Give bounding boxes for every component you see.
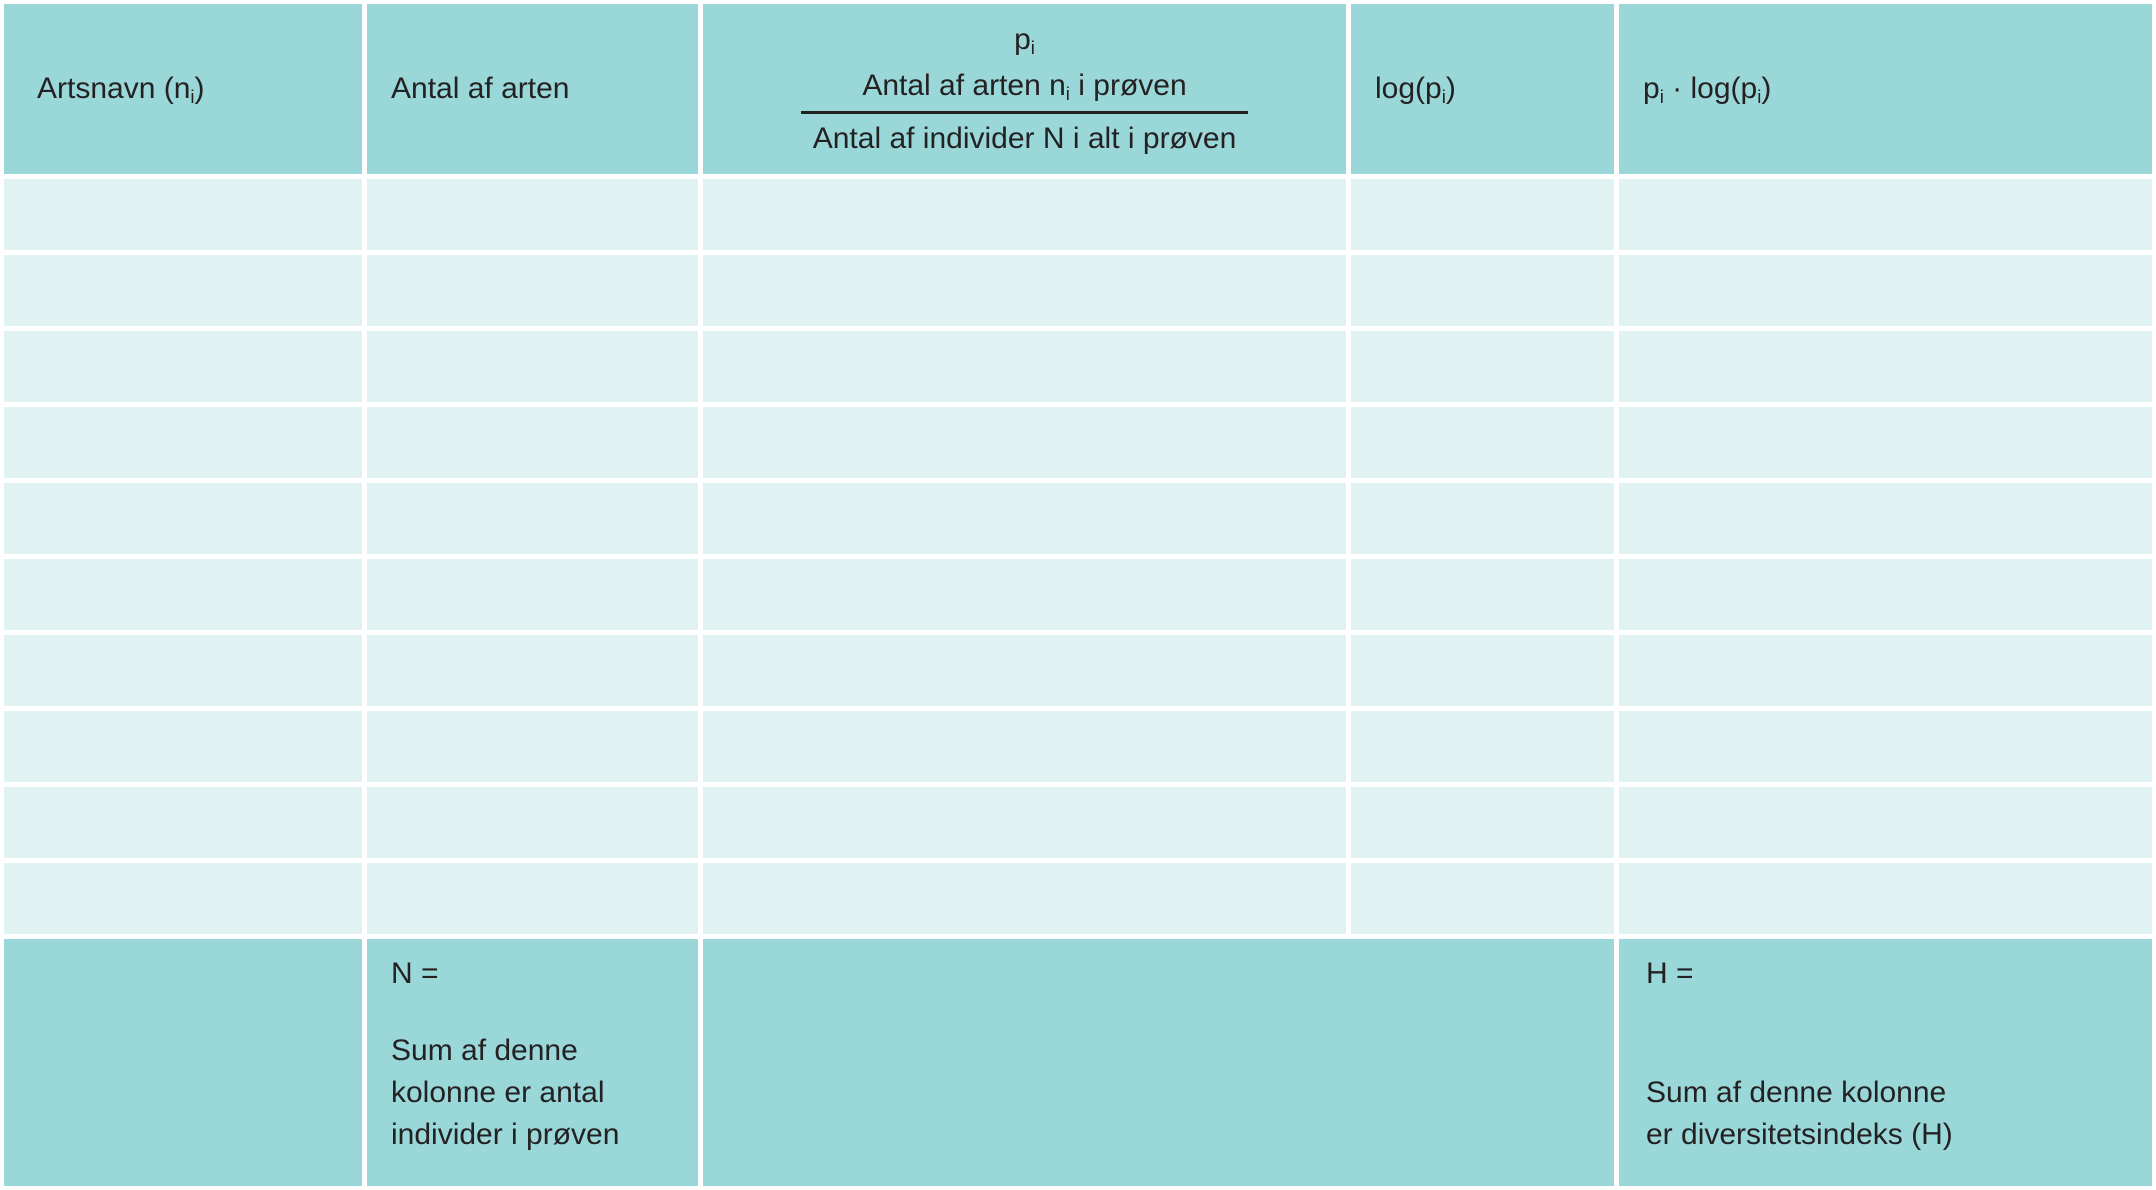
body-cell-r2-c1 bbox=[4, 255, 362, 326]
body-cell-r3-c2 bbox=[367, 331, 698, 402]
fraction-denominator: Antal af individer N i alt i prøven bbox=[800, 110, 1249, 157]
body-cell-r8-c1 bbox=[4, 711, 362, 782]
subscript-i: i bbox=[1757, 86, 1762, 108]
body-cell-r10-c4 bbox=[1351, 863, 1614, 934]
body-cell-r4-c2 bbox=[367, 407, 698, 478]
subscript-i: i bbox=[1065, 82, 1070, 104]
body-cell-r1-c5 bbox=[1619, 179, 2152, 250]
body-cell-r3-c3 bbox=[703, 331, 1346, 402]
header-artsnavn: Artsnavn (ni) bbox=[4, 4, 362, 174]
body-cell-r6-c4 bbox=[1351, 559, 1614, 630]
header-pilog-label: pi · log(pi) bbox=[1643, 72, 1772, 108]
body-cell-r10-c5 bbox=[1619, 863, 2152, 934]
body-cell-r3-c4 bbox=[1351, 331, 1614, 402]
body-cell-r6-c5 bbox=[1619, 559, 2152, 630]
footer-merged-cell bbox=[703, 939, 1614, 1186]
subscript-i: i bbox=[1030, 36, 1035, 58]
body-cell-r7-c4 bbox=[1351, 635, 1614, 706]
footer-h-sum-cell: H = Sum af denne kolonne er diversitetsi… bbox=[1619, 939, 2152, 1186]
header-antal-af-arten: Antal af arten bbox=[367, 4, 698, 174]
body-cell-r7-c3 bbox=[703, 635, 1346, 706]
pi-symbol: pi bbox=[1014, 22, 1035, 58]
body-cell-r6-c2 bbox=[367, 559, 698, 630]
body-cell-r1-c3 bbox=[703, 179, 1346, 250]
body-cell-r4-c3 bbox=[703, 407, 1346, 478]
body-cell-r9-c5 bbox=[1619, 787, 2152, 858]
body-cell-r3-c5 bbox=[1619, 331, 2152, 402]
body-cell-r7-c2 bbox=[367, 635, 698, 706]
footer-artsnavn-cell bbox=[4, 939, 362, 1186]
body-cell-r9-c4 bbox=[1351, 787, 1614, 858]
subscript-i: i bbox=[1441, 86, 1446, 108]
body-cell-r5-c1 bbox=[4, 483, 362, 554]
fraction-numerator: Antal af arten ni i prøven bbox=[862, 68, 1187, 104]
body-cell-r2-c3 bbox=[703, 255, 1346, 326]
pi-fraction: Antal af arten ni i prøven Antal af indi… bbox=[800, 68, 1249, 157]
body-cell-r10-c1 bbox=[4, 863, 362, 934]
body-cell-r10-c2 bbox=[367, 863, 698, 934]
body-cell-r2-c4 bbox=[1351, 255, 1614, 326]
body-cell-r9-c1 bbox=[4, 787, 362, 858]
body-cell-r5-c5 bbox=[1619, 483, 2152, 554]
header-log-pi: log(pi) bbox=[1351, 4, 1614, 174]
body-cell-r9-c3 bbox=[703, 787, 1346, 858]
footer-n-sum-cell: N = Sum af denne kolonne er antal indivi… bbox=[367, 939, 698, 1186]
h-sum-note: Sum af denne kolonne er diversitetsindek… bbox=[1646, 1076, 1953, 1151]
body-cell-r6-c1 bbox=[4, 559, 362, 630]
n-sum-note: Sum af denne kolonne er antal individer … bbox=[391, 1034, 620, 1151]
n-equals-label: N = bbox=[391, 957, 439, 990]
body-cell-r8-c4 bbox=[1351, 711, 1614, 782]
body-cell-r7-c5 bbox=[1619, 635, 2152, 706]
h-equals-label: H = bbox=[1646, 957, 1694, 990]
body-cell-r2-c5 bbox=[1619, 255, 2152, 326]
body-cell-r1-c4 bbox=[1351, 179, 1614, 250]
diversity-table: Artsnavn (ni) Antal af arten pi Antal af… bbox=[4, 4, 2152, 1186]
body-cell-r8-c5 bbox=[1619, 711, 2152, 782]
body-cell-r10-c3 bbox=[703, 863, 1346, 934]
body-cell-r3-c1 bbox=[4, 331, 362, 402]
header-artsnavn-label: Artsnavn (ni) bbox=[37, 72, 205, 108]
body-cell-r5-c2 bbox=[367, 483, 698, 554]
header-pi-formula: pi Antal af arten ni i prøven Antal af i… bbox=[703, 4, 1346, 174]
body-cell-r5-c3 bbox=[703, 483, 1346, 554]
body-cell-r5-c4 bbox=[1351, 483, 1614, 554]
body-cell-r1-c1 bbox=[4, 179, 362, 250]
body-cell-r8-c3 bbox=[703, 711, 1346, 782]
body-cell-r1-c2 bbox=[367, 179, 698, 250]
header-pi-log-pi: pi · log(pi) bbox=[1619, 4, 2152, 174]
body-cell-r6-c3 bbox=[703, 559, 1346, 630]
body-cell-r8-c2 bbox=[367, 711, 698, 782]
header-log-label: log(pi) bbox=[1375, 72, 1456, 108]
body-cell-r7-c1 bbox=[4, 635, 362, 706]
body-cell-r9-c2 bbox=[367, 787, 698, 858]
body-cell-r4-c5 bbox=[1619, 407, 2152, 478]
body-cell-r2-c2 bbox=[367, 255, 698, 326]
body-cell-r4-c4 bbox=[1351, 407, 1614, 478]
subscript-i: i bbox=[190, 86, 195, 108]
body-cell-r4-c1 bbox=[4, 407, 362, 478]
header-antal-label: Antal af arten bbox=[391, 72, 570, 105]
subscript-i: i bbox=[1659, 86, 1664, 108]
